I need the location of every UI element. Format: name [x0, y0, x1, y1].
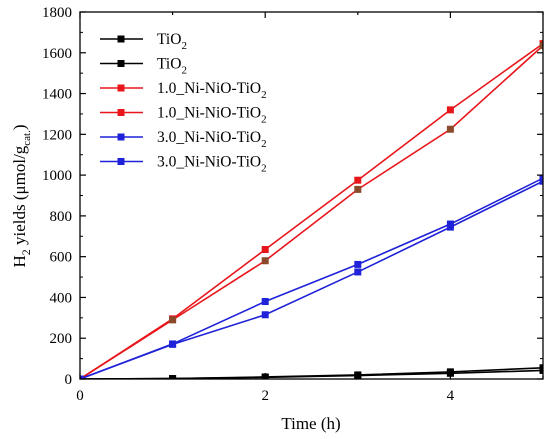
legend-marker: [117, 60, 125, 67]
series-line: [80, 180, 543, 379]
y-tick-label: 400: [50, 290, 73, 306]
legend: TiO2 TiO2 1.0_Ni-NiO-TiO2 1.0_Ni-NiO-TiO2 3.…: [100, 31, 267, 175]
legend-marker: [117, 109, 125, 116]
plot-frame: [79, 11, 544, 380]
series-layer: [80, 40, 543, 379]
data-point: [446, 223, 454, 231]
x-axis-title: Time (h): [281, 414, 340, 433]
y-axis-title: H2 yields (μmol/gcat.): [10, 124, 33, 267]
data-point: [354, 260, 362, 268]
legend-label: TiO2: [157, 31, 187, 52]
data-point: [446, 106, 454, 114]
legend-label: 3.0_Ni-NiO-TiO2: [157, 129, 267, 150]
y-tick-label: 0: [65, 372, 73, 388]
data-point: [354, 372, 362, 379]
legend-marker: [117, 158, 125, 165]
data-point: [354, 185, 362, 193]
legend-label: TiO2: [157, 56, 187, 77]
y-tick-label: 600: [50, 250, 73, 266]
series-line: [80, 45, 543, 379]
legend-marker: [117, 35, 125, 43]
data-point: [169, 316, 177, 324]
data-point: [261, 257, 269, 265]
data-point: [539, 366, 543, 374]
legend-marker: [117, 84, 125, 92]
x-tick-label: 4: [447, 388, 455, 404]
y-tick-label: 800: [50, 209, 73, 225]
data-point: [80, 375, 84, 379]
data-point: [261, 311, 269, 319]
y-tick-label: 1600: [42, 46, 72, 62]
series-line: [80, 366, 543, 379]
legend-label: 3.0_Ni-NiO-TiO2: [157, 154, 267, 175]
y-tick-label: 1000: [42, 168, 72, 184]
legend-label: 1.0_Ni-NiO-TiO2: [157, 105, 267, 126]
data-point: [539, 177, 543, 185]
y-tick-label: 1200: [42, 127, 72, 143]
data-point: [446, 125, 454, 133]
x-tick-label: 0: [76, 388, 84, 404]
series-line: [80, 369, 543, 379]
data-point: [539, 42, 543, 50]
data-point: [354, 176, 362, 184]
data-point: [261, 298, 269, 306]
data-point: [169, 340, 177, 348]
y-tick-label: 1800: [42, 5, 72, 21]
series-line: [80, 177, 543, 379]
x-tick-label: 2: [261, 388, 269, 404]
data-point: [354, 268, 362, 276]
axis-layer: 0 200 400 600 800 1000 1200 1400 1600 1800 0 2 4: [42, 5, 544, 404]
y-tick-label: 200: [50, 331, 73, 347]
legend-marker: [117, 133, 125, 141]
legend-label: 1.0_Ni-NiO-TiO2: [157, 80, 267, 101]
y-tick-label: 1400: [42, 87, 72, 103]
data-point: [261, 246, 269, 254]
series-line: [80, 42, 543, 379]
